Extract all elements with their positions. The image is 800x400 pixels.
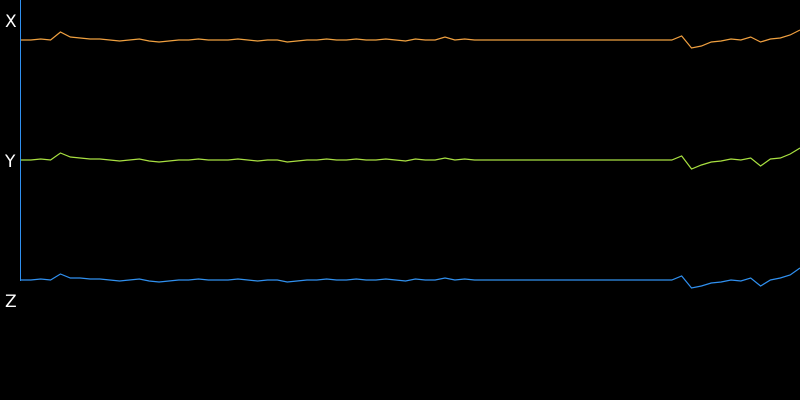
trace-label: X [5, 12, 17, 32]
trace-label: Z [5, 292, 17, 312]
trace-line [21, 267, 800, 289]
trace-label: Y [4, 152, 16, 172]
trace-line [21, 147, 800, 170]
trace-line [21, 29, 800, 49]
